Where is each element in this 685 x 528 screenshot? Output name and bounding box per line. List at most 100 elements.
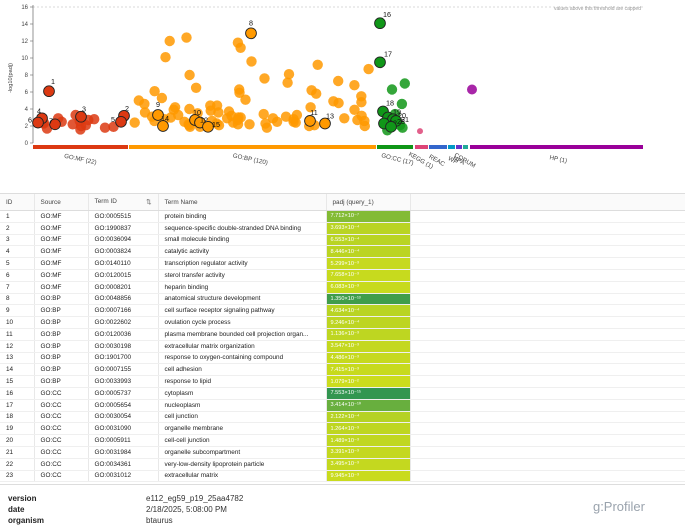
- cell-spacer: [409, 234, 685, 247]
- cell-term-name: organelle membrane: [157, 422, 326, 436]
- data-point: [396, 98, 408, 110]
- data-point: [333, 75, 344, 87]
- cell-id: 6: [0, 269, 34, 282]
- source-label-go-mf: GO:MF (22): [63, 153, 97, 167]
- table-row[interactable]: 15 GO:BP GO:0033993 response to lipid 1.079×…: [0, 375, 685, 388]
- table-row[interactable]: 18 GO:CC GO:0030054 cell junction 2.122×10⁻⁴: [0, 411, 685, 424]
- cell-spacer: [409, 434, 685, 447]
- date-label: date: [8, 505, 25, 514]
- cell-term-name: catalytic activity: [157, 245, 326, 259]
- cell-id: 12: [0, 340, 34, 353]
- col-header-source[interactable]: Source: [33, 193, 88, 211]
- highlighted-point-label-16: 16: [383, 10, 391, 19]
- data-point: [312, 59, 323, 70]
- col-header-spacer: [409, 193, 685, 211]
- data-point: [184, 69, 195, 81]
- highlighted-point-1: [43, 85, 55, 98]
- cell-id: 7: [0, 281, 34, 294]
- organism-label: organism: [8, 516, 45, 525]
- cell-padj: 3.414×10⁻¹⁰: [325, 399, 410, 412]
- highlighted-point-17: [374, 56, 386, 69]
- table-row[interactable]: 17 GO:CC GO:0005654 nucleoplasm 3.414×10⁻¹⁰: [0, 399, 685, 412]
- table-row[interactable]: 21 GO:CC GO:0031984 organelle subcompartmen…: [0, 446, 685, 459]
- cell-term-id: GO:0033993: [87, 375, 158, 388]
- highlighted-point-label-17: 17: [384, 49, 392, 58]
- table-row[interactable]: 8 GO:BP GO:0048856 anatomical structure dev…: [0, 293, 685, 306]
- table-row[interactable]: 3 GO:MF GO:0036094 small molecule binding 6.…: [0, 234, 685, 247]
- cell-id: 9: [0, 304, 34, 318]
- source-bar-hpa: [456, 145, 462, 149]
- cell-padj: 3.495×10⁻³: [325, 458, 410, 471]
- date-value: 2/18/2025, 5:08:00 PM: [146, 505, 227, 514]
- cell-term-name: ovulation cycle process: [157, 316, 326, 329]
- highlighted-point-label-9: 9: [156, 100, 160, 109]
- table-row[interactable]: 11 GO:BP GO:0120036 plasma membrane bounded…: [0, 328, 685, 341]
- cell-padj: 1.079×10⁻²: [325, 375, 410, 388]
- col-header-term-id[interactable]: Term ID ⇅: [87, 193, 158, 211]
- table-row[interactable]: 20 GO:CC GO:0005911 cell-cell junction 1.489…: [0, 434, 685, 447]
- cell-source: GO:BP: [33, 352, 88, 365]
- highlighted-point-label-19: 19: [393, 108, 401, 117]
- cell-term-id: GO:0140110: [87, 257, 158, 270]
- data-point: [363, 63, 374, 75]
- highlighted-point-9: [152, 109, 164, 121]
- cell-id: 1: [0, 210, 34, 223]
- highlighted-point-23: [385, 120, 397, 133]
- highlighted-point-3: [75, 110, 87, 123]
- cell-id: 21: [0, 446, 34, 459]
- data-point: [267, 113, 279, 124]
- table-row[interactable]: 7 GO:MF GO:0008201 heparin binding 6.083×10⁻…: [0, 281, 685, 294]
- table-row[interactable]: 13 GO:BP GO:1901700 response to oxygen-cont…: [0, 352, 685, 365]
- cell-term-id: GO:0120015: [87, 269, 158, 282]
- cell-term-name: extracellular matrix organization: [157, 340, 326, 353]
- cell-source: GO:CC: [33, 434, 88, 447]
- cell-term-name: very-low-density lipoprotein particle: [157, 458, 326, 471]
- table-row[interactable]: 16 GO:CC GO:0005737 cytoplasm 7.553×10⁻¹⁵: [0, 387, 685, 400]
- table-row[interactable]: 12 GO:BP GO:0030198 extracellular matrix or…: [0, 340, 685, 353]
- y-tick-label: 6: [25, 90, 29, 96]
- cell-padj: 3.391×10⁻³: [325, 446, 410, 459]
- data-point: [184, 103, 195, 115]
- source-bar-wp: [448, 145, 455, 149]
- cell-source: GO:CC: [33, 422, 88, 436]
- table-row[interactable]: 10 GO:BP GO:0022602 ovulation cycle process…: [0, 316, 685, 329]
- cell-source: GO:CC: [33, 411, 88, 424]
- cell-term-id: GO:0007155: [87, 363, 158, 377]
- cell-id: 22: [0, 458, 34, 471]
- table-row[interactable]: 19 GO:CC GO:0031090 organelle membrane 1.264…: [0, 422, 685, 436]
- cell-padj: 1.489×10⁻³: [325, 434, 410, 447]
- cell-id: 17: [0, 399, 34, 412]
- table-row[interactable]: 22 GO:CC GO:0034361 very-low-density lipopr…: [0, 458, 685, 471]
- cell-padj: 1.136×10⁻³: [325, 328, 410, 341]
- table-row[interactable]: 9 GO:BP GO:0007166 cell surface receptor si…: [0, 304, 685, 318]
- source-bar-hp: [470, 145, 643, 149]
- col-header-term-name[interactable]: Term Name: [157, 193, 326, 211]
- table-row[interactable]: 2 GO:MF GO:1990837 sequence-specific double…: [0, 222, 685, 235]
- table-row[interactable]: 4 GO:MF GO:0003824 catalytic activity 8.446×…: [0, 245, 685, 259]
- results-table: ID Source Term ID ⇅ Term Name padj (query…: [0, 193, 685, 483]
- data-point: [260, 118, 271, 129]
- table-row[interactable]: 14 GO:BP GO:0007155 cell adhesion 7.415×10⁻³: [0, 363, 685, 377]
- cell-id: 5: [0, 257, 34, 270]
- col-header-id[interactable]: ID: [0, 193, 34, 211]
- table-row[interactable]: 6 GO:MF GO:0120015 sterol transfer activity…: [0, 269, 685, 282]
- cell-term-id: GO:0030198: [87, 340, 158, 353]
- y-tick-label: 4: [25, 107, 29, 113]
- highlighted-point-6: [32, 116, 44, 129]
- col-header-padj[interactable]: padj (query_1): [325, 193, 410, 211]
- highlighted-point-label-3: 3: [82, 105, 86, 114]
- sort-icon[interactable]: ⇅: [146, 199, 152, 206]
- cell-term-id: GO:1990837: [87, 222, 158, 235]
- table-row[interactable]: 5 GO:MF GO:0140110 transcription regulator …: [0, 257, 685, 270]
- cap-note: values above this threshold are capped: [554, 6, 641, 12]
- cell-source: GO:MF: [33, 269, 88, 282]
- cell-id: 16: [0, 387, 34, 400]
- cell-term-id: GO:0005654: [87, 399, 158, 412]
- table-row[interactable]: 23 GO:CC GO:0031012 extracellular matrix 9.9…: [0, 470, 685, 483]
- cell-id: 3: [0, 234, 34, 247]
- table-row[interactable]: 1 GO:MF GO:0005515 protein binding 7.712×10⁻…: [0, 210, 685, 223]
- manhattan-plot: values above this threshold are capped 0 2…: [8, 5, 643, 171]
- cell-padj: 6.553×10⁻⁴: [325, 234, 410, 247]
- cell-padj: 7.415×10⁻³: [325, 363, 410, 377]
- source-bar-go-bp: [129, 145, 376, 149]
